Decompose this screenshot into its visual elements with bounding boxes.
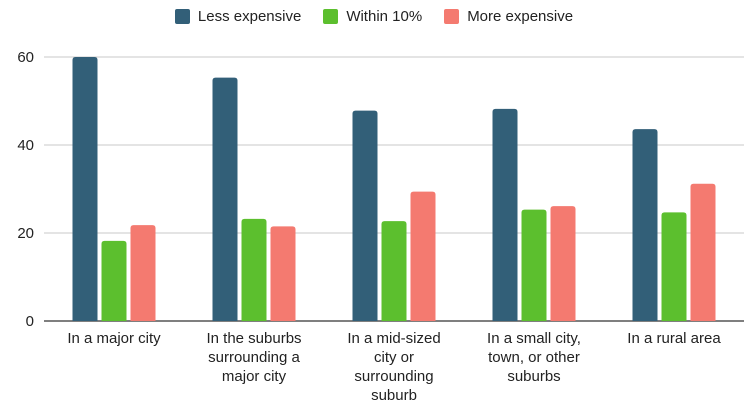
- legend-swatch-within-10: [323, 9, 339, 24]
- bar: [690, 183, 716, 321]
- y-tick-label: 20: [17, 225, 34, 242]
- y-tick-label: 0: [26, 313, 34, 330]
- bar: [550, 206, 576, 321]
- x-tick-label: In a major city: [67, 330, 161, 347]
- legend-swatch-more-expensive: [444, 9, 460, 24]
- legend-item-within-10: Within 10%: [323, 8, 422, 25]
- bar: [381, 221, 407, 321]
- y-tick-label: 40: [17, 137, 34, 154]
- legend-label-within-10: Within 10%: [346, 8, 423, 25]
- bar: [632, 129, 658, 321]
- x-tick-label: In a mid-sized city or surrounding suburb: [347, 330, 440, 404]
- bar: [661, 212, 687, 321]
- bar: [130, 225, 156, 321]
- bar: [72, 57, 98, 321]
- bar: [492, 108, 518, 321]
- bar: [212, 77, 238, 322]
- y-tick-label: 60: [17, 49, 34, 66]
- bar: [521, 209, 547, 321]
- x-tick-label: In a small city, town, or other suburbs: [487, 330, 581, 385]
- legend-item-less-expensive: Less expensive: [174, 8, 302, 25]
- bar: [410, 191, 436, 321]
- bar: [270, 226, 296, 321]
- bar: [101, 240, 127, 321]
- x-tick-label: In the suburbs surrounding a major city: [206, 330, 301, 385]
- legend-label-less-expensive: Less expensive: [197, 8, 302, 25]
- legend-swatch-less-expensive: [174, 9, 190, 24]
- legend-label-more-expensive: More expensive: [467, 8, 574, 25]
- x-tick-label: In a rural area: [627, 330, 721, 347]
- chart-legend: Less expensive Within 10% More expensive: [0, 8, 748, 25]
- bar: [241, 218, 267, 321]
- bar: [352, 110, 378, 322]
- legend-item-more-expensive: More expensive: [444, 8, 573, 25]
